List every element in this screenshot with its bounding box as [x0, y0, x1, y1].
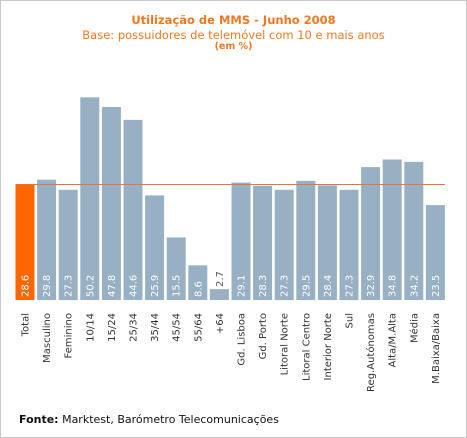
category-label-7: 45/54 [172, 313, 183, 342]
value-label-5: 44.6 [129, 275, 140, 297]
category-label-9: +64 [215, 313, 226, 334]
source-note: Fonte: Marktest, Barómetro Telecomunicaç… [19, 413, 279, 426]
bar-3 [80, 97, 100, 300]
value-label-3: 50.2 [85, 275, 96, 297]
category-label-5: 25/34 [129, 313, 140, 342]
category-label-19: M.Baixa/Baixa [431, 313, 442, 384]
category-label-14: Interior Norte [323, 313, 334, 380]
category-label-3: 10/14 [85, 313, 96, 342]
value-label-13: 29.5 [301, 275, 312, 297]
bar-14 [317, 185, 337, 300]
bar-4 [101, 107, 121, 300]
category-label-16: Reg.Autónomas [365, 313, 377, 392]
bar-0 [15, 184, 35, 300]
category-label-10: Gd. Lisboa [237, 313, 248, 366]
category-label-18: Média [408, 313, 420, 343]
value-label-14: 28.4 [323, 275, 334, 297]
value-label-15: 27.3 [345, 275, 356, 297]
value-label-16: 32.9 [366, 275, 377, 297]
bar-19 [425, 205, 445, 300]
category-label-12: Litoral Norte [280, 313, 291, 375]
value-label-6: 25.9 [150, 275, 161, 297]
bar-10 [231, 182, 251, 300]
bar-12 [274, 189, 294, 301]
value-label-12: 27.3 [280, 275, 291, 297]
category-label-17: Alta/M.Alta [388, 313, 399, 368]
category-label-13: Litoral Centro [301, 313, 312, 381]
value-label-7: 15.5 [172, 275, 183, 297]
category-label-0: Total [21, 313, 32, 337]
bar-8 [188, 265, 208, 300]
chart-title: Utilização de MMS - Junho 2008 [131, 13, 336, 27]
source-text: Marktest, Barómetro Telecomunicações [62, 413, 279, 426]
bar-1 [37, 179, 57, 300]
value-label-11: 28.3 [258, 275, 269, 297]
value-label-9: 2.7 [215, 271, 226, 287]
category-label-8: 55/64 [193, 313, 204, 342]
bar-13 [296, 180, 316, 300]
bar-18 [404, 161, 424, 300]
value-label-2: 27.3 [64, 275, 75, 297]
bar-9 [209, 289, 229, 300]
value-label-4: 47.8 [107, 275, 118, 297]
category-label-11: Gd. Porto [258, 313, 269, 359]
bar-5 [123, 119, 143, 301]
chart-unit: (em %) [214, 41, 253, 52]
category-label-2: Feminino [64, 313, 75, 358]
category-label-6: 35/44 [150, 313, 161, 342]
value-label-8: 8.6 [193, 281, 204, 297]
value-label-1: 29.8 [42, 275, 53, 297]
value-label-18: 34.2 [409, 275, 420, 297]
category-label-15: Sul [345, 313, 356, 328]
bar-7 [166, 237, 186, 300]
value-label-10: 29.1 [237, 275, 248, 297]
chart-subtitle: Base: possuidores de telemóvel com 10 e … [82, 28, 385, 42]
value-label-0: 28.6 [21, 275, 32, 297]
bar-16 [361, 167, 381, 300]
bar-15 [339, 189, 359, 301]
bar-2 [58, 189, 78, 301]
bar-17 [382, 159, 402, 300]
value-label-17: 34.8 [388, 275, 399, 297]
bar-11 [253, 185, 273, 300]
value-label-19: 23.5 [431, 275, 442, 297]
source-label: Fonte: [19, 413, 59, 426]
bar-6 [145, 195, 165, 300]
category-label-1: Masculino [42, 313, 53, 363]
category-label-4: 15/24 [107, 313, 118, 342]
